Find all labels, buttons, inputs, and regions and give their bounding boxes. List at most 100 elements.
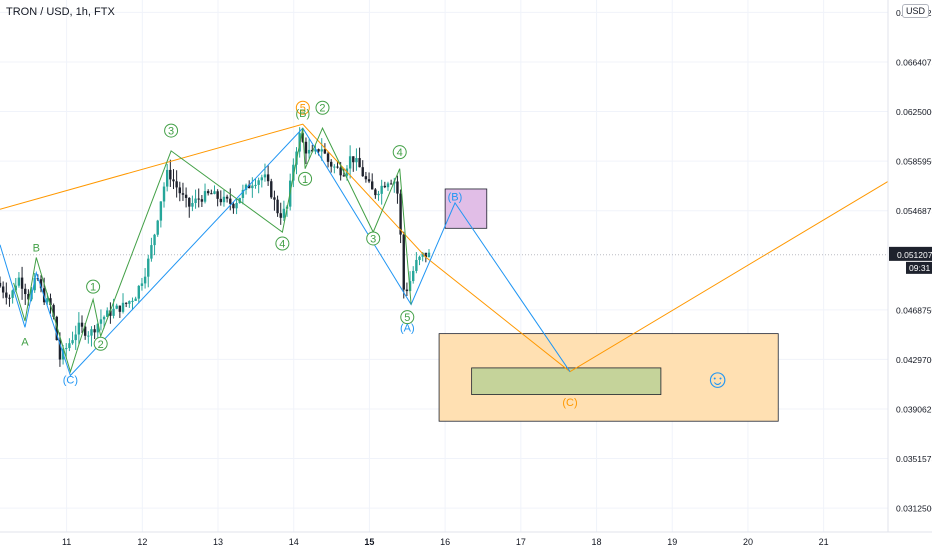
last-price-tag: 0.0512075 09:31 bbox=[889, 246, 932, 274]
wave-label-text: (C) bbox=[63, 374, 78, 386]
candle-body bbox=[339, 167, 342, 176]
price-tick-label: 0.0546875 bbox=[896, 206, 932, 216]
candle bbox=[77, 312, 81, 345]
candle bbox=[282, 200, 286, 221]
candle-body bbox=[348, 156, 352, 169]
candle bbox=[270, 178, 273, 199]
wave-label-text: 5 bbox=[300, 103, 306, 115]
candle bbox=[418, 255, 421, 266]
candle-body bbox=[222, 196, 226, 203]
wave-label-5: 5 bbox=[295, 100, 310, 115]
candle-body bbox=[273, 197, 276, 200]
time-tick-label: 19 bbox=[667, 537, 677, 547]
candle-body bbox=[83, 326, 87, 336]
candle bbox=[80, 315, 84, 334]
candle-body bbox=[260, 177, 264, 181]
candle bbox=[20, 266, 24, 300]
candle bbox=[200, 194, 204, 208]
candle bbox=[210, 189, 213, 195]
time-tick-label: 11 bbox=[62, 537, 71, 547]
candle-body bbox=[336, 166, 339, 168]
candle-body bbox=[219, 198, 223, 203]
candle bbox=[93, 325, 96, 340]
candle bbox=[17, 272, 21, 288]
price-tick-label: 0.0351575 bbox=[896, 454, 932, 464]
candle bbox=[219, 190, 223, 206]
candle bbox=[68, 338, 71, 352]
candle-body bbox=[276, 199, 279, 214]
candle bbox=[194, 189, 197, 209]
candle-body bbox=[137, 285, 140, 299]
candle bbox=[232, 201, 235, 214]
candle bbox=[175, 170, 178, 198]
candle bbox=[251, 177, 254, 198]
candle-body bbox=[421, 252, 424, 257]
last-price-value: 0.0512075 bbox=[897, 250, 932, 260]
candle bbox=[90, 326, 93, 347]
candle bbox=[0, 276, 2, 288]
wave-label-A: (A) bbox=[400, 322, 415, 334]
wave-label-text: 5 bbox=[404, 312, 410, 324]
candle-body bbox=[178, 187, 181, 194]
wave-label-text: (A) bbox=[400, 322, 415, 334]
candle bbox=[106, 307, 109, 318]
candle bbox=[188, 197, 191, 218]
candle-body bbox=[115, 305, 118, 309]
time-tick-label: 21 bbox=[819, 537, 829, 547]
candle-body bbox=[99, 319, 103, 324]
candle bbox=[131, 297, 134, 311]
candle-body bbox=[213, 191, 216, 194]
wave-label-4: 4 bbox=[275, 236, 290, 251]
wave-label-2: 2 bbox=[315, 100, 330, 115]
wave-label-circle bbox=[93, 336, 108, 351]
candle-body bbox=[147, 258, 150, 277]
candle-body bbox=[405, 289, 409, 292]
candle-body bbox=[71, 340, 74, 344]
candle-body bbox=[408, 281, 412, 292]
candle bbox=[320, 138, 323, 161]
candle-body bbox=[415, 259, 418, 271]
candle-body bbox=[77, 322, 81, 335]
candle-body bbox=[175, 181, 178, 188]
candle-body bbox=[254, 184, 257, 186]
candle bbox=[333, 164, 336, 174]
wave-label-circle bbox=[315, 100, 330, 115]
candle bbox=[5, 282, 8, 305]
wave-label-A: A bbox=[21, 336, 29, 348]
time-tick-label: 16 bbox=[440, 537, 450, 547]
candle-body bbox=[106, 310, 109, 317]
candle-body bbox=[251, 185, 254, 189]
wave-label-circle bbox=[86, 279, 101, 294]
candle bbox=[399, 189, 402, 244]
candle-body bbox=[68, 343, 71, 349]
candle-body bbox=[172, 179, 175, 182]
wave-label-text: B bbox=[33, 242, 40, 254]
currency-badge[interactable]: USD bbox=[902, 4, 930, 18]
wave-label-circle bbox=[366, 231, 381, 246]
orange-projection bbox=[0, 123, 889, 373]
candle bbox=[263, 163, 267, 182]
wave-label-text: (C) bbox=[562, 397, 577, 409]
candle-body bbox=[263, 174, 267, 178]
candle-body bbox=[181, 193, 185, 195]
candle-body bbox=[49, 298, 52, 306]
candle-body bbox=[402, 234, 405, 290]
wave-label-5: 5 bbox=[400, 310, 415, 325]
candle bbox=[348, 145, 352, 179]
candle bbox=[206, 189, 210, 196]
candle bbox=[115, 303, 118, 310]
candle bbox=[124, 302, 128, 308]
candle bbox=[355, 148, 358, 171]
candle bbox=[184, 187, 188, 208]
candle-body bbox=[210, 193, 213, 195]
candle bbox=[247, 180, 251, 189]
wave-label-text: 1 bbox=[302, 174, 308, 186]
candle-body bbox=[96, 323, 99, 333]
candle bbox=[405, 282, 409, 297]
candle-body bbox=[301, 133, 305, 142]
candle bbox=[383, 181, 387, 189]
